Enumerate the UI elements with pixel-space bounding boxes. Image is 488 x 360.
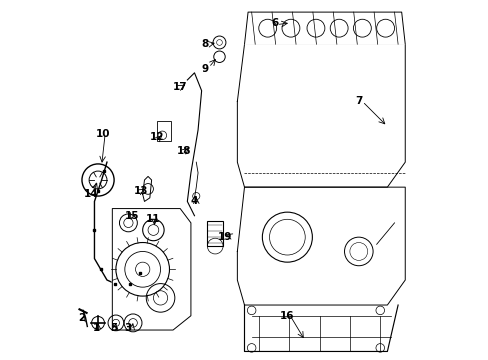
Polygon shape (112, 208, 190, 330)
Text: 15: 15 (124, 211, 139, 221)
Bar (206, 221, 223, 246)
Bar (157, 121, 171, 141)
Text: 17: 17 (173, 82, 187, 92)
Polygon shape (237, 187, 405, 305)
Text: 13: 13 (133, 186, 148, 196)
Text: 9: 9 (201, 64, 208, 74)
Polygon shape (237, 44, 405, 187)
Text: 7: 7 (354, 96, 362, 107)
Text: 12: 12 (149, 132, 164, 142)
Text: 18: 18 (176, 147, 191, 157)
Polygon shape (244, 305, 397, 351)
Text: 6: 6 (271, 18, 278, 28)
Text: 4: 4 (190, 197, 198, 206)
Text: 3: 3 (124, 323, 132, 333)
Text: 11: 11 (146, 214, 161, 224)
Text: 10: 10 (96, 129, 110, 139)
Polygon shape (244, 12, 405, 44)
Text: 1: 1 (92, 323, 100, 333)
Text: 8: 8 (201, 39, 208, 49)
Text: 2: 2 (78, 312, 85, 323)
Text: 16: 16 (280, 311, 294, 321)
Text: 19: 19 (217, 232, 232, 242)
Text: 14: 14 (83, 189, 98, 199)
Text: 5: 5 (110, 323, 118, 333)
